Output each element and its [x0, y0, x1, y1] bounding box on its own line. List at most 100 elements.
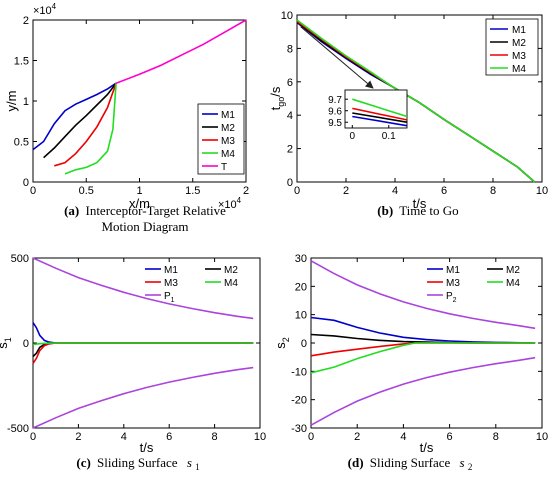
chart-d-legend-label-m3: M3: [446, 278, 460, 289]
chart-d-legend-label-m1: M1: [446, 265, 460, 276]
chart-b-y-axis-label-tail: /s: [268, 86, 283, 97]
chart-b-inset-series-m1: [352, 115, 407, 127]
chart-b-ytick-label: 10: [281, 10, 293, 22]
chart-d-y-axis-label-sub: 2: [281, 337, 291, 342]
chart-d-legend-label-p: P2: [446, 291, 457, 304]
chart-d-xtick-label: 8: [493, 431, 499, 443]
chart-c-series-p1_upper: [32, 257, 254, 320]
chart-b-inset-series-m3: [352, 107, 407, 121]
chart-c-legend-label-m1: M1: [164, 265, 178, 276]
chart-b-xtick-label: 0: [294, 185, 300, 197]
chart-c-xtick-label: 10: [254, 431, 266, 443]
chart-a-legend-label-t: T: [221, 162, 227, 173]
chart-a-series-m1: [32, 82, 117, 151]
chart-d-xtick-label: 6: [447, 431, 453, 443]
chart-a-ytick-label: 1.5: [14, 56, 29, 68]
chart-c-xtick-label: 8: [212, 431, 218, 443]
chart-c-ytick-label: 0: [23, 338, 29, 350]
chart-d-ytick-label: 10: [295, 310, 307, 322]
chart-d-xtick-label: 4: [400, 431, 406, 443]
chart-a-xtick-label: 2: [243, 185, 249, 197]
chart-c-legend-label-p-sub: 1: [171, 297, 175, 304]
chart-b-ytick-label: 8: [287, 43, 293, 55]
chart-d-ytick-label: -20: [291, 395, 307, 407]
chart-a-x-exponent: ×104: [218, 196, 242, 211]
caption-c-symbol: s: [187, 455, 192, 470]
chart-d-legend-label-p-sub: 2: [453, 297, 457, 304]
chart-b-xtick-label: 8: [490, 185, 496, 197]
chart-a-x-exponent-power: 4: [237, 196, 242, 205]
chart-b-xtick-label: 4: [392, 185, 398, 197]
chart-d-xtick-label: 10: [536, 431, 548, 443]
chart-a-y-axis-label: y/m: [4, 91, 19, 112]
chart-c-xtick-label: 0: [30, 431, 36, 443]
chart-a-y-exponent: ×104: [33, 2, 57, 17]
chart-a-legend-label-m2: M2: [221, 123, 235, 134]
chart-b-xtick-label: 2: [343, 185, 349, 197]
chart-b-ytick-label: 4: [287, 110, 293, 122]
chart-a-ytick-label: 0.5: [14, 137, 29, 149]
chart-b-inset-series-m4: [352, 98, 407, 118]
chart-b-series-m4: [296, 19, 536, 183]
chart-b-y-axis-label-main: t: [268, 106, 283, 110]
chart-b-xtick-label: 6: [441, 185, 447, 197]
chart-b-x-axis-label: t/s: [413, 196, 427, 211]
caption-a: (a) Interceptor-Target Relative: [64, 203, 226, 218]
chart-d-series-p2_lower: [310, 356, 536, 426]
chart-c-xtick-label: 2: [75, 431, 81, 443]
chart-a-series-m3: [54, 82, 117, 167]
chart-d-series-m1: [310, 316, 536, 344]
chart-b-inset-ytick-label: 9.5: [328, 118, 342, 129]
chart-b-legend-label-m1: M1: [512, 25, 526, 36]
chart-b-inset-ytick-label: 9.6: [328, 107, 342, 118]
chart-d-xtick-label: 2: [354, 431, 360, 443]
chart-b-ytick-label: 0: [287, 177, 293, 189]
caption-c: (c) Sliding Surface s 1: [76, 455, 199, 472]
caption-b-label: (b): [377, 203, 393, 218]
chart-d-x-axis-label: t/s: [420, 440, 434, 455]
chart-c-series-p1_lower: [32, 366, 254, 429]
chart-a-series-m2: [43, 82, 117, 159]
chart-a-ytick-label: 1: [23, 96, 29, 108]
chart-c-y-axis-label-main: s: [0, 342, 10, 349]
chart-b-inset-series-m2: [352, 112, 407, 123]
chart-c-x-axis-label: t/s: [140, 440, 154, 455]
chart-c-xtick-label: 4: [121, 431, 127, 443]
caption-d-symbol: s: [460, 455, 465, 470]
chart-d-ytick-label: 20: [295, 281, 307, 293]
chart-d-ytick-label: 30: [295, 253, 307, 265]
chart-d-ytick-label: -30: [291, 423, 307, 435]
chart-a-series-t: [115, 19, 247, 84]
caption-b-text: Time to Go: [399, 203, 458, 218]
chart-a-legend-label-m3: M3: [221, 136, 235, 147]
chart-b-zoom-arrow: [300, 26, 374, 89]
chart-d-ytick-label: -10: [291, 366, 307, 378]
caption-b: (b) Time to Go: [377, 203, 458, 218]
chart-a-legend-label-m4: M4: [221, 149, 235, 160]
chart-b-ytick-label: 2: [287, 144, 293, 156]
caption-d: (d) Sliding Surface s 2: [348, 455, 473, 472]
chart-c-legend-label-p: P1: [164, 291, 175, 304]
chart-b-y-axis-label: tgo/s: [268, 86, 286, 110]
chart-a-ytick-label: 0: [23, 177, 29, 189]
chart-a-x-axis-label: x/m: [129, 196, 150, 211]
chart-a-xtick-label: 0: [30, 185, 36, 197]
caption-c-text: Sliding Surface: [97, 455, 178, 470]
chart-b-inset-ytick-label: 9.7: [328, 95, 342, 106]
chart-d-y-axis-label: s2: [273, 337, 291, 349]
chart-a-series-m4: [64, 83, 117, 175]
chart-c-y-axis-label-sub: 1: [3, 337, 13, 342]
caption-a-line2: Motion Diagram: [101, 219, 188, 234]
chart-d-ytick-label: 0: [301, 338, 307, 350]
chart-a-xtick-label: 1.5: [185, 185, 200, 197]
chart-b-inset-xtick-label: 0.1: [382, 131, 396, 142]
caption-d-label: (d): [348, 455, 364, 470]
chart-d-legend-label-m4: M4: [506, 278, 520, 289]
chart-b-y-axis-label-sub: go: [276, 97, 286, 107]
chart-b-legend-label-m2: M2: [512, 38, 526, 49]
chart-a-xtick-label: 0.5: [79, 185, 94, 197]
